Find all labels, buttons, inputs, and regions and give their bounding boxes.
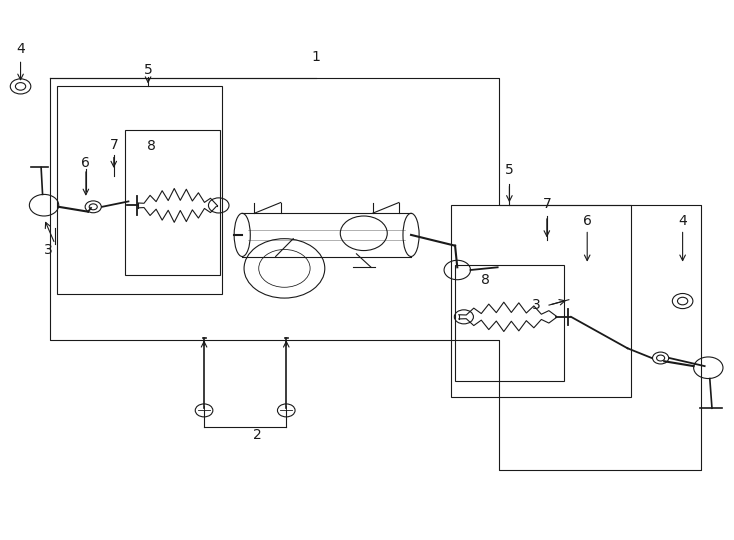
Text: 6: 6 xyxy=(81,156,90,170)
Text: 2: 2 xyxy=(252,428,261,442)
Bar xyxy=(57,86,222,294)
Text: 3: 3 xyxy=(44,243,53,257)
Text: 5: 5 xyxy=(144,63,153,77)
Text: 3: 3 xyxy=(531,298,540,312)
Text: 5: 5 xyxy=(505,163,514,177)
Text: 8: 8 xyxy=(481,273,490,287)
Text: 8: 8 xyxy=(147,139,156,153)
Text: 4: 4 xyxy=(16,42,25,56)
Text: 4: 4 xyxy=(678,214,687,228)
Bar xyxy=(451,205,631,397)
Text: 6: 6 xyxy=(583,214,592,228)
Bar xyxy=(455,265,564,381)
Text: 7: 7 xyxy=(109,138,118,152)
Text: 7: 7 xyxy=(542,197,551,211)
Text: 1: 1 xyxy=(311,50,320,64)
Bar xyxy=(125,130,220,275)
